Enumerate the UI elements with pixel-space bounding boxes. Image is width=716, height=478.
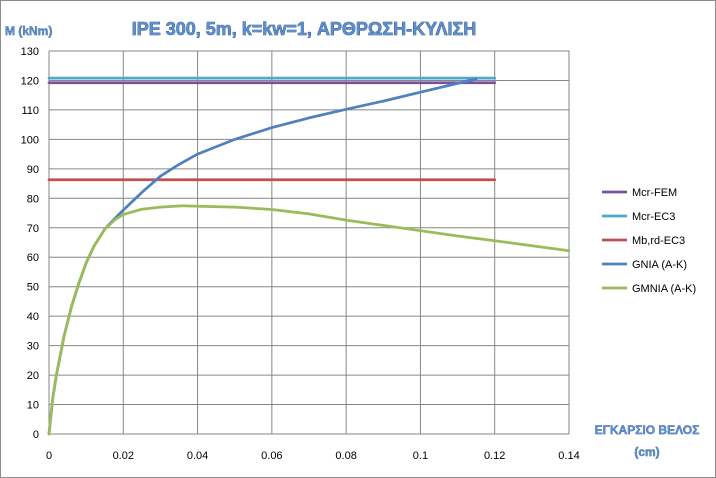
y-tick-label: 50: [27, 282, 39, 294]
series-line-4: [47, 77, 478, 436]
tick-labels: 0 10 20 30 40 50 60 70 80 90 100 110 120 130 0 0.02 0.04…: [21, 46, 580, 462]
y-tick-label: 100: [21, 134, 39, 146]
x-tick-label: 0.04: [187, 450, 208, 462]
legend: Mcr-FEM Mcr-EC3 Mb,rd-EC3 GNIA (A-K) GMNIA (…: [602, 187, 696, 295]
y-tick-label: 70: [27, 223, 39, 235]
legend-label: Mcr-FEM: [632, 187, 677, 199]
x-tick-label: 0.14: [558, 450, 579, 462]
series-line-5: [47, 204, 571, 436]
y-tick-label: 40: [27, 311, 39, 323]
series-lines: [47, 76, 571, 436]
x-tick-label: 0.08: [335, 450, 356, 462]
y-tick-label: 20: [27, 370, 39, 382]
x-tick-label: 0.06: [261, 450, 282, 462]
legend-label: GNIA (A-K): [632, 259, 687, 271]
x-axis-title-line2: (cm): [634, 445, 659, 459]
gridlines: [48, 50, 570, 435]
x-axis-title-line1: ΕΓΚΑΡΣΙΟ ΒΕΛΟΣ: [595, 423, 700, 437]
legend-label: Mcr-EC3: [632, 211, 675, 223]
y-axis-title: M (kNm): [5, 24, 52, 38]
y-tick-label: 120: [21, 75, 39, 87]
y-tick-label: 10: [27, 400, 39, 412]
y-tick-label: 90: [27, 164, 39, 176]
legend-label: Mb,rd-EC3: [632, 235, 685, 247]
chart-title: IPE 300, 5m, k=kw=1, ΑΡΘΡΩΣΗ-ΚΥΛΙΣΗ: [132, 19, 477, 39]
x-tick-label: 0.12: [484, 450, 505, 462]
x-tick-label: 0.1: [413, 450, 428, 462]
y-tick-label: 110: [21, 105, 39, 117]
x-tick-label: 0: [46, 450, 52, 462]
y-tick-label: 60: [27, 252, 39, 264]
legend-label: GMNIA (A-K): [632, 283, 696, 295]
y-tick-label: 0: [33, 429, 39, 441]
y-tick-label: 30: [27, 341, 39, 353]
y-tick-label: 80: [27, 193, 39, 205]
x-tick-label: 0.02: [113, 450, 134, 462]
y-tick-label: 130: [21, 46, 39, 58]
